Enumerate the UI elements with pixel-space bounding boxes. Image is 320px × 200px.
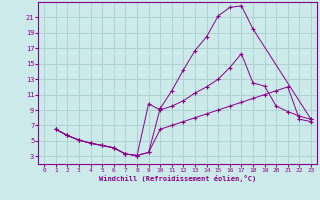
X-axis label: Windchill (Refroidissement éolien,°C): Windchill (Refroidissement éolien,°C) bbox=[99, 175, 256, 182]
